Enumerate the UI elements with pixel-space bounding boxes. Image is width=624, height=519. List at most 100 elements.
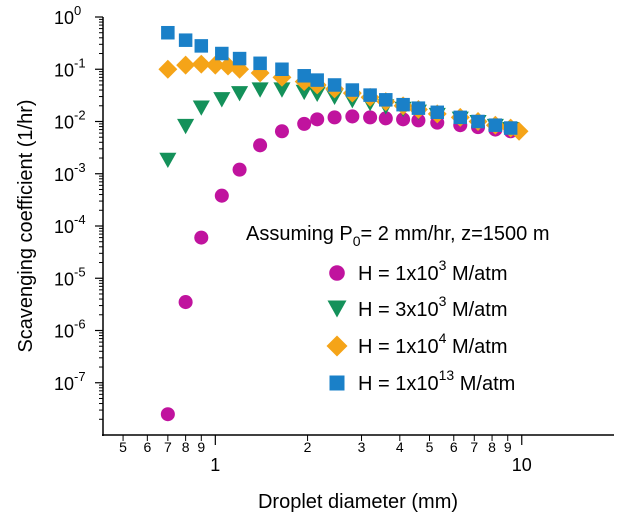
x-minor-tick-label: 8 bbox=[488, 439, 496, 455]
legend-entry: H = 1x103 M/atm bbox=[329, 257, 508, 285]
data-point bbox=[310, 73, 324, 87]
data-point bbox=[214, 188, 229, 203]
x-axis-title: Droplet diameter (mm) bbox=[258, 491, 458, 513]
y-tick-label-exponent: -4 bbox=[74, 212, 86, 227]
y-tick-label: 100 bbox=[54, 3, 81, 28]
y-tick-label-exponent: -3 bbox=[74, 160, 86, 175]
data-point bbox=[161, 25, 175, 40]
data-point bbox=[327, 110, 342, 125]
y-tick-label-exponent: -5 bbox=[74, 264, 86, 279]
x-minor-tick-label: 9 bbox=[197, 439, 205, 455]
data-point bbox=[232, 162, 247, 177]
data-point bbox=[205, 55, 225, 75]
y-tick-label-base: 10 bbox=[54, 113, 74, 133]
chart-legend: Assuming P0= 2 mm/hr, z=1500 m H = 1x103 … bbox=[246, 223, 550, 395]
legend-entry: H = 1x1013 M/atm bbox=[329, 367, 515, 395]
data-point bbox=[471, 114, 485, 129]
legend-entry: H = 3x103 M/atm bbox=[327, 293, 508, 321]
annotation-prefix: Assuming P bbox=[246, 223, 353, 245]
legend-label-unit: M/atm bbox=[446, 336, 507, 358]
x-minor-tick-label: 5 bbox=[426, 439, 434, 455]
y-tick-label-base: 10 bbox=[54, 165, 74, 185]
y-tick-label: 10-6 bbox=[54, 317, 86, 342]
legend-marker bbox=[326, 335, 348, 357]
legend-label-text: H = 1x10 bbox=[358, 263, 439, 285]
data-point bbox=[213, 92, 231, 108]
x-minor-tick-label: 7 bbox=[164, 439, 172, 455]
legend-label: H = 1x103 M/atm bbox=[358, 257, 508, 285]
data-point bbox=[253, 138, 268, 153]
x-minor-tick-label: 2 bbox=[304, 439, 312, 455]
annotation-subscript: 0 bbox=[353, 233, 361, 249]
data-point bbox=[275, 62, 289, 76]
y-axis-title: Scavenging coefficient (1/hr) bbox=[15, 99, 37, 352]
data-point bbox=[176, 55, 196, 75]
data-point bbox=[363, 110, 378, 125]
data-point bbox=[215, 46, 229, 61]
data-point bbox=[194, 230, 209, 245]
x-minor-tick-label: 4 bbox=[396, 439, 404, 455]
y-tick-label-exponent: -6 bbox=[74, 317, 86, 332]
y-tick-label-exponent: -1 bbox=[74, 55, 86, 70]
legend-marker bbox=[329, 375, 345, 391]
y-tick-label: 10-2 bbox=[54, 108, 86, 133]
data-point bbox=[453, 110, 468, 125]
data-point bbox=[231, 86, 249, 102]
data-point bbox=[411, 113, 426, 128]
data-point bbox=[297, 116, 312, 131]
data-point bbox=[411, 101, 426, 115]
data-point bbox=[396, 112, 411, 127]
y-tick-label: 10-5 bbox=[54, 264, 86, 289]
legend-label-exponent: 3 bbox=[439, 293, 447, 309]
data-point bbox=[396, 97, 410, 112]
data-point bbox=[345, 109, 360, 124]
data-point bbox=[159, 152, 177, 169]
legend-label: H = 3x103 M/atm bbox=[358, 293, 508, 321]
data-point bbox=[295, 84, 313, 101]
legend-label-text: H = 1x10 bbox=[358, 336, 439, 358]
x-minor-tick-label: 6 bbox=[450, 439, 458, 455]
y-tick-label: 10-1 bbox=[54, 55, 86, 80]
data-point bbox=[310, 112, 325, 127]
data-point bbox=[178, 33, 193, 47]
y-tick-label-base: 10 bbox=[54, 269, 74, 289]
data-point bbox=[192, 100, 210, 116]
x-minor-tick-label: 5 bbox=[119, 439, 127, 455]
y-tick-label-exponent: -7 bbox=[74, 369, 86, 384]
y-tick-label-base: 10 bbox=[54, 8, 74, 28]
legend-label-unit: M/atm bbox=[454, 373, 515, 395]
x-minor-tick-label: 3 bbox=[358, 439, 366, 455]
data-point bbox=[297, 69, 311, 83]
data-point bbox=[158, 59, 178, 79]
series-square bbox=[161, 25, 518, 135]
data-point bbox=[488, 118, 503, 132]
legend-entry: H = 1x104 M/atm bbox=[326, 330, 508, 358]
y-tick-label-exponent: 0 bbox=[74, 3, 81, 18]
legend-label-unit: M/atm bbox=[446, 299, 507, 321]
x-minor-tick-label: 9 bbox=[504, 439, 512, 455]
legend-marker bbox=[329, 265, 345, 281]
y-tick-label-base: 10 bbox=[54, 217, 74, 237]
data-point bbox=[503, 121, 518, 135]
data-point bbox=[232, 51, 247, 66]
legend-label-exponent: 3 bbox=[439, 257, 447, 273]
y-tick-label: 10-7 bbox=[54, 369, 86, 394]
data-point bbox=[363, 88, 377, 102]
data-point bbox=[379, 93, 393, 107]
legend-label: H = 1x1013 M/atm bbox=[358, 367, 515, 395]
data-point bbox=[430, 105, 445, 120]
x-major-tick-label: 10 bbox=[512, 455, 532, 475]
data-point bbox=[327, 78, 342, 92]
annotation-suffix: = 2 mm/hr, z=1500 m bbox=[361, 223, 550, 245]
annotation-text: Assuming P0= 2 mm/hr, z=1500 m bbox=[246, 223, 550, 249]
y-tick-label-base: 10 bbox=[54, 60, 74, 80]
data-point bbox=[251, 82, 269, 98]
x-minor-tick-label: 6 bbox=[143, 439, 151, 455]
legend-label-unit: M/atm bbox=[446, 263, 507, 285]
data-point bbox=[160, 407, 175, 422]
legend-label-exponent: 13 bbox=[439, 367, 455, 383]
y-tick-label: 10-3 bbox=[54, 160, 86, 185]
data-point bbox=[253, 56, 267, 71]
y-tick-label-base: 10 bbox=[54, 322, 74, 342]
